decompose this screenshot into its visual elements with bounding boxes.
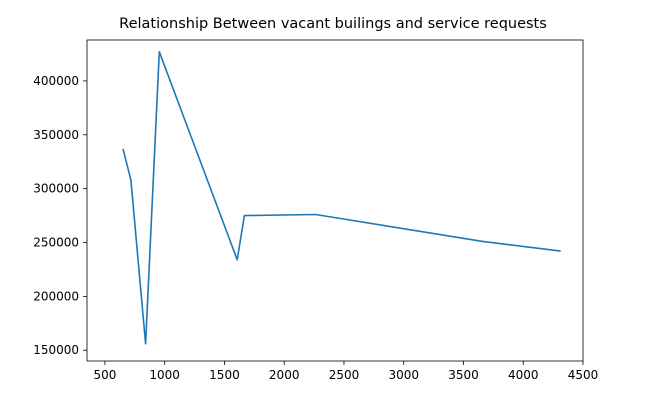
x-tick-label: 2000 (269, 368, 300, 382)
y-tick-label: 200000 (33, 289, 79, 303)
x-tick-label: 3000 (388, 368, 419, 382)
axes: 500 1000 1500 2000 2500 3000 3500 4000 4500 15000… (33, 39, 599, 382)
x-tick-label: 3500 (448, 368, 479, 382)
x-tick-label: 4500 (568, 368, 599, 382)
x-tick-label: 1500 (209, 368, 240, 382)
y-tick-label: 250000 (33, 236, 79, 250)
y-tick-label: 300000 (33, 182, 79, 196)
y-tick-label: 150000 (33, 343, 79, 357)
x-tick-label: 4000 (508, 368, 539, 382)
x-tick-label: 1000 (149, 368, 180, 382)
y-tick-label: 400000 (33, 74, 79, 88)
chart-title: Relationship Between vacant builings and… (119, 16, 547, 32)
x-tick-label: 2500 (329, 368, 360, 382)
x-tick-label: 500 (93, 368, 116, 382)
plot-area (122, 50, 561, 345)
y-tick-label: 350000 (33, 128, 79, 142)
axes-frame (86, 39, 584, 362)
